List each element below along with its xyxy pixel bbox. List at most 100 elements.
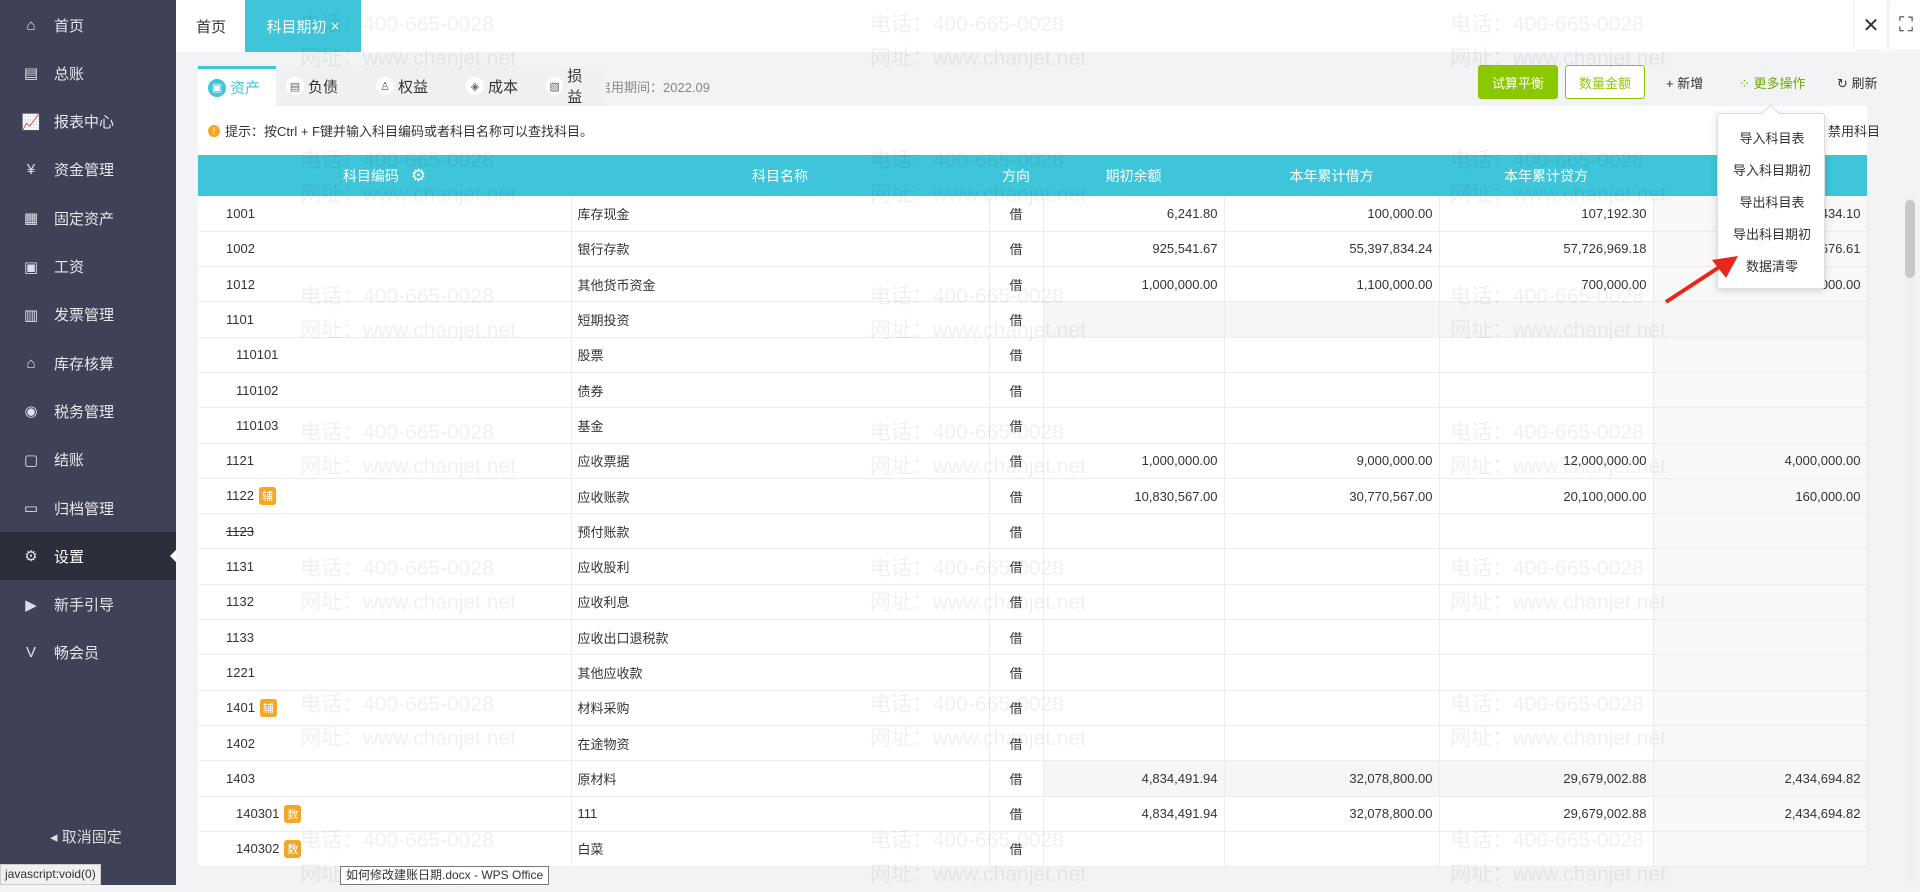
ytd-debit-cell[interactable]: [1224, 584, 1440, 621]
last-column-cell[interactable]: [1653, 301, 1868, 338]
ytd-credit-cell[interactable]: 700,000.00: [1439, 266, 1654, 303]
ytd-credit-cell[interactable]: [1439, 372, 1654, 409]
opening-balance-cell[interactable]: [1043, 407, 1225, 444]
ytd-debit-cell[interactable]: [1224, 831, 1440, 868]
tab-asset[interactable]: ▣ 资产: [198, 66, 276, 106]
sidebar-item-4[interactable]: ▦ 固定资产: [0, 194, 176, 242]
sidebar-item-6[interactable]: ▥ 发票管理: [0, 291, 176, 339]
quantity-amount-button[interactable]: 数量金额: [1565, 65, 1645, 99]
table-row[interactable]: 1132 应收利息借: [198, 584, 1868, 621]
table-row[interactable]: 1131 应收股利借: [198, 548, 1868, 585]
last-column-cell[interactable]: 4,000,000.00: [1653, 443, 1868, 479]
sidebar-item-1[interactable]: ▤ 总账: [0, 49, 176, 97]
opening-balance-cell[interactable]: [1043, 548, 1225, 585]
disabled-accounts-checkbox[interactable]: 禁用科目: [1828, 124, 1881, 139]
ytd-debit-cell[interactable]: [1224, 372, 1440, 409]
last-column-cell[interactable]: 2,434,694.82: [1653, 796, 1868, 832]
dropdown-item[interactable]: 导出科目表: [1739, 195, 1805, 210]
tab-home[interactable]: 首页: [196, 18, 227, 36]
tab-account-opening[interactable]: 科目期初 ×: [245, 0, 361, 52]
tab-liability[interactable]: ▤ 负债: [276, 66, 366, 106]
opening-balance-cell[interactable]: [1043, 584, 1225, 621]
opening-balance-cell[interactable]: 4,834,491.94: [1043, 796, 1225, 832]
last-column-cell[interactable]: [1653, 548, 1868, 585]
last-column-cell[interactable]: 2,434,694.82: [1653, 760, 1868, 797]
opening-balance-cell[interactable]: 4,834,491.94: [1043, 760, 1225, 797]
opening-balance-cell[interactable]: [1043, 725, 1225, 762]
close-tab-icon[interactable]: ×: [330, 17, 340, 35]
ytd-credit-cell[interactable]: 29,679,002.88: [1439, 796, 1654, 832]
unpin-button[interactable]: ◂ 取消固定: [50, 829, 122, 846]
vertical-scrollbar[interactable]: [1905, 196, 1915, 885]
ytd-debit-cell[interactable]: [1224, 337, 1440, 373]
last-column-cell[interactable]: [1653, 372, 1868, 409]
column-settings-icon[interactable]: ⚙: [410, 165, 427, 185]
ytd-credit-cell[interactable]: [1439, 513, 1654, 550]
ytd-debit-cell[interactable]: 32,078,800.00: [1224, 760, 1440, 797]
sidebar-item-5[interactable]: ▣ 工资: [0, 243, 176, 291]
ytd-debit-cell[interactable]: [1224, 407, 1440, 444]
sidebar-item-9[interactable]: ▢ 结账: [0, 436, 176, 484]
ytd-debit-cell[interactable]: [1224, 690, 1440, 726]
close-window-button[interactable]: ✕: [1855, 0, 1887, 50]
sidebar-item-11[interactable]: ⚙ 设置: [0, 532, 176, 581]
ytd-debit-cell[interactable]: [1224, 654, 1440, 691]
ytd-debit-cell[interactable]: [1224, 301, 1440, 338]
ytd-credit-cell[interactable]: [1439, 301, 1654, 338]
last-column-cell[interactable]: [1653, 654, 1868, 691]
sidebar-item-10[interactable]: ▭ 归档管理: [0, 484, 176, 532]
sidebar-item-12[interactable]: ▶ 新手引导: [0, 581, 176, 629]
scrollbar-thumb[interactable]: [1905, 200, 1915, 278]
ytd-debit-cell[interactable]: [1224, 513, 1440, 550]
ytd-debit-cell[interactable]: 32,078,800.00: [1224, 796, 1440, 832]
dropdown-item[interactable]: 数据清零: [1745, 259, 1798, 274]
dropdown-item[interactable]: 导入科目期初: [1732, 163, 1811, 178]
table-row[interactable]: 110103 基金借: [198, 407, 1868, 444]
more-actions-button[interactable]: ⁘ 更多操作: [1739, 76, 1806, 91]
opening-balance-cell[interactable]: 10,830,567.00: [1043, 478, 1225, 515]
sidebar-item-7[interactable]: ⌂ 库存核算: [0, 339, 176, 387]
ytd-credit-cell[interactable]: [1439, 831, 1654, 868]
opening-balance-cell[interactable]: 1,000,000.00: [1043, 443, 1225, 479]
table-row[interactable]: 1133 应收出口退税款借: [198, 619, 1868, 656]
sidebar-item-3[interactable]: ¥ 资金管理: [0, 146, 176, 194]
table-row[interactable]: 1002 银行存款借 925,541.67 55,397,834.24 57,726,9…: [198, 231, 1868, 268]
table-row[interactable]: 1221 其他应收款借: [198, 654, 1868, 691]
sidebar-item-13[interactable]: V 畅会员: [0, 629, 176, 677]
dropdown-item[interactable]: 导出科目期初: [1732, 227, 1811, 242]
last-column-cell[interactable]: [1653, 725, 1868, 762]
ytd-credit-cell[interactable]: [1439, 548, 1654, 585]
opening-balance-cell[interactable]: [1043, 619, 1225, 656]
ytd-debit-cell[interactable]: [1224, 725, 1440, 762]
table-row[interactable]: 1403 原材料借 4,834,491.94 32,078,800.00 29,679,…: [198, 760, 1868, 797]
ytd-debit-cell[interactable]: 100,000.00: [1224, 196, 1440, 232]
sidebar-item-0[interactable]: ⌂ 首页: [0, 1, 176, 49]
last-column-cell[interactable]: [1653, 584, 1868, 621]
fullscreen-button[interactable]: ⛶: [1890, 0, 1920, 50]
ytd-credit-cell[interactable]: [1439, 584, 1654, 621]
sidebar-item-8[interactable]: ◉ 税务管理: [0, 387, 176, 435]
ytd-credit-cell[interactable]: 20,100,000.00: [1439, 478, 1654, 515]
opening-balance-cell[interactable]: 925,541.67: [1043, 231, 1225, 268]
ytd-debit-cell[interactable]: 1,100,000.00: [1224, 266, 1440, 303]
ytd-credit-cell[interactable]: [1439, 654, 1654, 691]
last-column-cell[interactable]: [1653, 690, 1868, 726]
ytd-credit-cell[interactable]: 57,726,969.18: [1439, 231, 1654, 268]
opening-balance-cell[interactable]: 1,000,000.00: [1043, 266, 1225, 303]
ytd-debit-cell[interactable]: 55,397,834.24: [1224, 231, 1440, 268]
opening-balance-cell[interactable]: [1043, 654, 1225, 691]
table-row[interactable]: 1001 库存现金借 6,241.80 100,000.00 107,192.30 434…: [198, 196, 1868, 232]
ytd-credit-cell[interactable]: [1439, 690, 1654, 726]
add-button[interactable]: + 新增: [1666, 76, 1704, 91]
ytd-credit-cell[interactable]: 29,679,002.88: [1439, 760, 1654, 797]
tab-equity[interactable]: ♙ 权益: [366, 66, 456, 106]
last-column-cell[interactable]: [1653, 619, 1868, 656]
dropdown-item[interactable]: 导入科目表: [1739, 131, 1805, 146]
last-column-cell[interactable]: [1653, 337, 1868, 373]
refresh-button[interactable]: ↻ 刷新: [1837, 76, 1878, 91]
ytd-credit-cell[interactable]: [1439, 337, 1654, 373]
table-row[interactable]: 110101 股票借: [198, 337, 1868, 373]
table-row[interactable]: 110102 债券借: [198, 372, 1868, 409]
table-row[interactable]: 1123 预付账款借: [198, 513, 1868, 550]
opening-balance-cell[interactable]: [1043, 337, 1225, 373]
